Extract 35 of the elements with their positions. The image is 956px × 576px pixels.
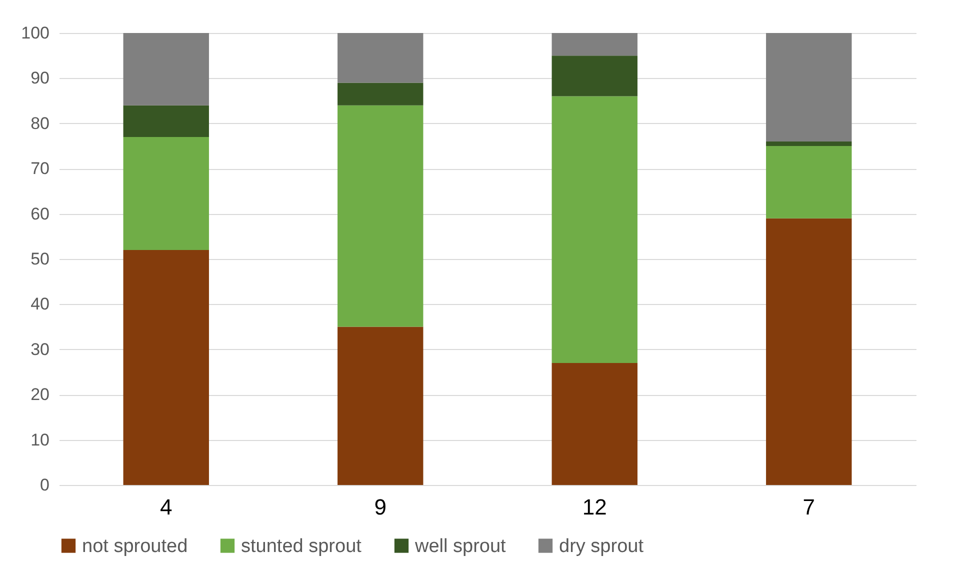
legend-label: dry sprout (559, 536, 644, 557)
bar (766, 141, 852, 146)
legend-label: not sprouted (82, 536, 188, 557)
x-tick-label: 12 (582, 494, 607, 520)
bar (766, 146, 852, 218)
y-tick-label: 20 (30, 385, 50, 404)
bar (338, 105, 424, 327)
y-tick-label: 80 (30, 114, 50, 133)
x-tick-label: 9 (374, 494, 386, 520)
bar (123, 33, 209, 106)
x-tick-label: 7 (802, 494, 815, 520)
bar (123, 105, 209, 137)
y-tick-label: 100 (21, 24, 50, 42)
legend-label: stunted sprout (241, 536, 362, 557)
bar (766, 218, 852, 485)
y-tick-label: 90 (30, 68, 50, 88)
bar (123, 250, 209, 485)
y-tick-label: 0 (40, 476, 50, 494)
bar (766, 33, 852, 142)
bar (552, 96, 638, 363)
bar (338, 82, 424, 106)
y-tick-label: 60 (30, 204, 50, 224)
legend-label: well sprout (414, 536, 507, 557)
y-tick-label: 30 (30, 340, 50, 359)
y-tick-label: 10 (30, 430, 50, 450)
y-tick-label: 50 (30, 250, 50, 268)
bar (552, 33, 638, 56)
bar (338, 326, 424, 485)
x-tick-label: 4 (160, 494, 172, 520)
y-tick-label: 40 (30, 294, 50, 314)
bar (552, 362, 638, 485)
bar (338, 33, 424, 83)
y-tick-label: 70 (30, 159, 50, 178)
bar (552, 56, 638, 96)
bar (123, 136, 209, 250)
